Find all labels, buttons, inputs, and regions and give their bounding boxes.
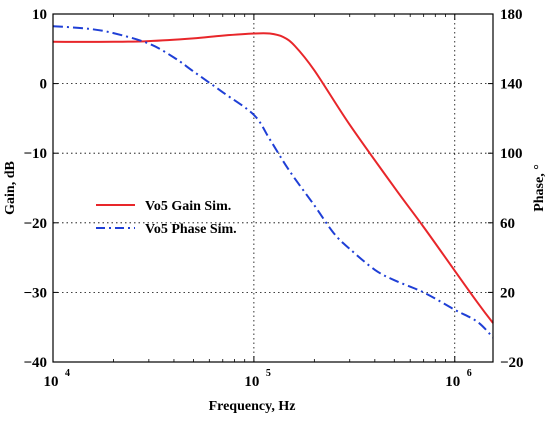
legend-label-gain: Vo5 Gain Sim. xyxy=(145,199,231,214)
y-tick-label-right: −20 xyxy=(500,355,524,371)
x-tick-label: 10 xyxy=(44,374,59,390)
y-tick-label-right: 100 xyxy=(500,146,523,162)
label-layer: Frequency, Hz Gain, dB Phase, ° xyxy=(3,161,547,414)
y-tick-label-left: −10 xyxy=(23,146,47,162)
legend-label-phase: Vo5 Phase Sim. xyxy=(145,222,237,237)
y-tick-label-left: 0 xyxy=(40,77,48,93)
x-tick-label: 10 xyxy=(244,374,259,390)
y-tick-label-left: −40 xyxy=(23,355,47,371)
y-tick-label-right: 20 xyxy=(500,285,515,301)
y-axis-label-right: Phase, ° xyxy=(532,164,547,212)
plot-frame xyxy=(52,13,494,363)
x-tick-exponent: 5 xyxy=(266,368,271,379)
legend: Vo5 Gain Sim. Vo5 Phase Sim. xyxy=(96,199,237,237)
y-tick-label-right: 60 xyxy=(500,216,515,232)
x-tick-label: 10 xyxy=(445,374,460,390)
series-layer xyxy=(52,25,494,339)
y-tick-label-left: −30 xyxy=(23,285,47,301)
y-tick-label-left: −20 xyxy=(23,216,47,232)
x-tick-exponent: 6 xyxy=(467,368,472,379)
grid-layer xyxy=(53,14,493,362)
y-tick-label-right: 180 xyxy=(500,7,523,23)
gain-series-line xyxy=(52,32,494,324)
x-axis-label: Frequency, Hz xyxy=(209,399,296,414)
x-tick-exponent: 4 xyxy=(65,368,70,379)
y-axis-label-left: Gain, dB xyxy=(3,161,18,215)
y-tick-label-left: 10 xyxy=(32,7,47,23)
phase-series-line xyxy=(52,25,494,339)
y-tick-label-right: 140 xyxy=(500,77,523,93)
